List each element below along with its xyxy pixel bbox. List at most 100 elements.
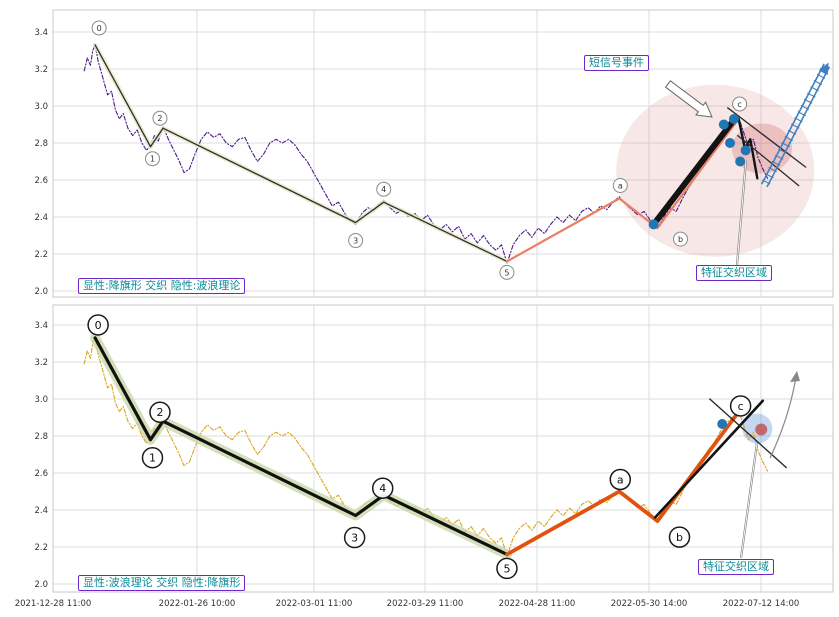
wave-label-text-b: b bbox=[678, 235, 683, 244]
wave-label-text-c: c bbox=[737, 100, 741, 109]
projected-pole-rung bbox=[813, 80, 823, 86]
wave-label-text-a: a bbox=[618, 181, 623, 190]
projected-pole-rung bbox=[765, 173, 774, 179]
wave-label-circle-1 bbox=[145, 151, 160, 167]
panel-background bbox=[53, 305, 833, 592]
projected-pole-rung bbox=[800, 104, 810, 111]
wave-label-circle-4 bbox=[371, 477, 394, 499]
y-tick-label: 2.0 bbox=[34, 287, 48, 297]
y-tick-label: 2.8 bbox=[34, 139, 48, 149]
panel-border bbox=[52, 9, 834, 298]
projected-pole-rung bbox=[761, 179, 771, 185]
x-tick-label: 2022-05-30 14:00 bbox=[611, 599, 688, 609]
x-tick-label: 2022-04-28 11:00 bbox=[499, 599, 576, 609]
weave-leader-line-core bbox=[736, 159, 747, 266]
flag-lower-bound bbox=[737, 134, 800, 187]
y-tick-label: 3.4 bbox=[34, 28, 48, 38]
x-tick-label: 2022-03-01 11:00 bbox=[276, 599, 353, 609]
x-tick-label: 2021-12-28 11:00 bbox=[15, 599, 92, 609]
corrective-wave-5-c bbox=[505, 117, 740, 263]
inner-highlight-ellipse bbox=[732, 123, 793, 174]
projected-pole-rung bbox=[784, 135, 794, 142]
wave-label-circle-0 bbox=[87, 314, 109, 336]
y-tick-label: 3.2 bbox=[34, 358, 48, 368]
weave-leader-line-core bbox=[740, 442, 758, 559]
projected-pole-rung bbox=[794, 117, 803, 123]
wave-label-circle-c bbox=[729, 395, 752, 417]
x-tick-label: 2022-03-29 11:00 bbox=[387, 599, 464, 609]
y-tick-label: 2.0 bbox=[34, 580, 48, 590]
weave-highlight-inner bbox=[755, 423, 768, 436]
y-tick-label: 3.0 bbox=[34, 395, 48, 405]
y-tick-label: 2.2 bbox=[34, 543, 48, 553]
wave-label-text-b: b bbox=[676, 531, 683, 544]
wave-label-text-4: 4 bbox=[381, 185, 386, 194]
wave-label-circle-5 bbox=[499, 264, 515, 280]
projected-pole-rung bbox=[774, 154, 784, 160]
signal-fat-arrow bbox=[664, 80, 713, 118]
projected-pole-rung bbox=[803, 98, 813, 104]
signal-region-ellipse bbox=[616, 84, 815, 257]
wave-label-text-4: 4 bbox=[379, 482, 386, 495]
wave-label-text-3: 3 bbox=[351, 532, 358, 545]
wave-label-circle-b bbox=[668, 526, 691, 548]
wave-label-circle-4 bbox=[376, 181, 392, 197]
flag-upper-bound bbox=[727, 107, 807, 168]
wave-label-circle-1 bbox=[141, 446, 164, 469]
signal-dot bbox=[725, 138, 736, 148]
wave-label-text-0: 0 bbox=[97, 24, 102, 33]
signal-dot bbox=[717, 418, 728, 429]
panel-border bbox=[52, 304, 834, 593]
wave-label-circle-0 bbox=[91, 20, 107, 36]
signal-dot bbox=[648, 219, 659, 230]
projected-pole-rung bbox=[787, 129, 797, 135]
panel-background bbox=[53, 10, 833, 297]
projected-pole-rung bbox=[771, 160, 781, 166]
y-tick-label: 2.4 bbox=[34, 213, 48, 223]
wave-label-circle-2 bbox=[152, 110, 168, 126]
signal-dot bbox=[718, 119, 729, 130]
y-tick-label: 2.2 bbox=[34, 250, 48, 260]
wave-label-text-a: a bbox=[617, 473, 624, 486]
projected-pole-rung bbox=[768, 167, 777, 173]
wave-label-circle-b bbox=[673, 231, 688, 247]
projected-pole-rung bbox=[778, 148, 787, 154]
y-tick-label: 3.0 bbox=[34, 102, 48, 112]
wave-label-text-5: 5 bbox=[503, 562, 510, 575]
wave-label-text-1: 1 bbox=[149, 452, 156, 465]
wave-label-circle-c bbox=[732, 96, 748, 112]
label-explicit-wave-implicit-flag: 显性:波浪理论 交织 隐性:降旗形 bbox=[78, 575, 246, 592]
label-short-signal-event: 短信号事件 bbox=[584, 55, 649, 72]
wave-label-circle-3 bbox=[348, 233, 364, 249]
projected-pole-rung bbox=[797, 111, 806, 117]
label-explicit-flag-implicit-wave: 显性:降旗形 交织 隐性:波浪理论 bbox=[78, 278, 246, 295]
signal-thick-line bbox=[650, 117, 737, 228]
wave-label-text-2: 2 bbox=[157, 114, 162, 123]
signal-line bbox=[653, 399, 765, 519]
impulse-wave-0-5 bbox=[93, 336, 509, 557]
wave-label-text-c: c bbox=[738, 400, 744, 413]
projected-pole-rung bbox=[790, 123, 800, 129]
wave-label-circle-5 bbox=[496, 557, 518, 580]
wave-label-circle-3 bbox=[343, 526, 366, 549]
y-tick-label: 3.2 bbox=[34, 65, 48, 75]
pole-arrowhead bbox=[818, 62, 829, 76]
panel-bottom: 0 1 2 3 4 5 a b c 2.0 2.2 2.4 2.6 2.8 3.0 3.2 3.4 2021-12… bbox=[15, 304, 834, 609]
breakout-arrowhead bbox=[790, 371, 800, 382]
impulse-wave-0-5 bbox=[94, 44, 508, 263]
breakout-arrow-curve bbox=[769, 376, 797, 459]
signal-dot bbox=[735, 156, 746, 167]
x-tick-label: 2022-07-12 14:00 bbox=[723, 599, 800, 609]
signal-dot bbox=[740, 145, 751, 156]
projected-pole-rung bbox=[807, 92, 816, 98]
wave-label-circle-a bbox=[609, 468, 632, 491]
signal-dot bbox=[728, 113, 739, 124]
projected-pole-rung bbox=[816, 73, 826, 79]
y-tick-label: 2.4 bbox=[34, 506, 48, 516]
x-tick-label: 2022-01-26 10:00 bbox=[159, 599, 236, 609]
projected-pole-rung bbox=[810, 86, 819, 92]
y-tick-label: 2.8 bbox=[34, 432, 48, 442]
label-feature-weave-region-top: 特征交织区域 bbox=[696, 265, 772, 282]
